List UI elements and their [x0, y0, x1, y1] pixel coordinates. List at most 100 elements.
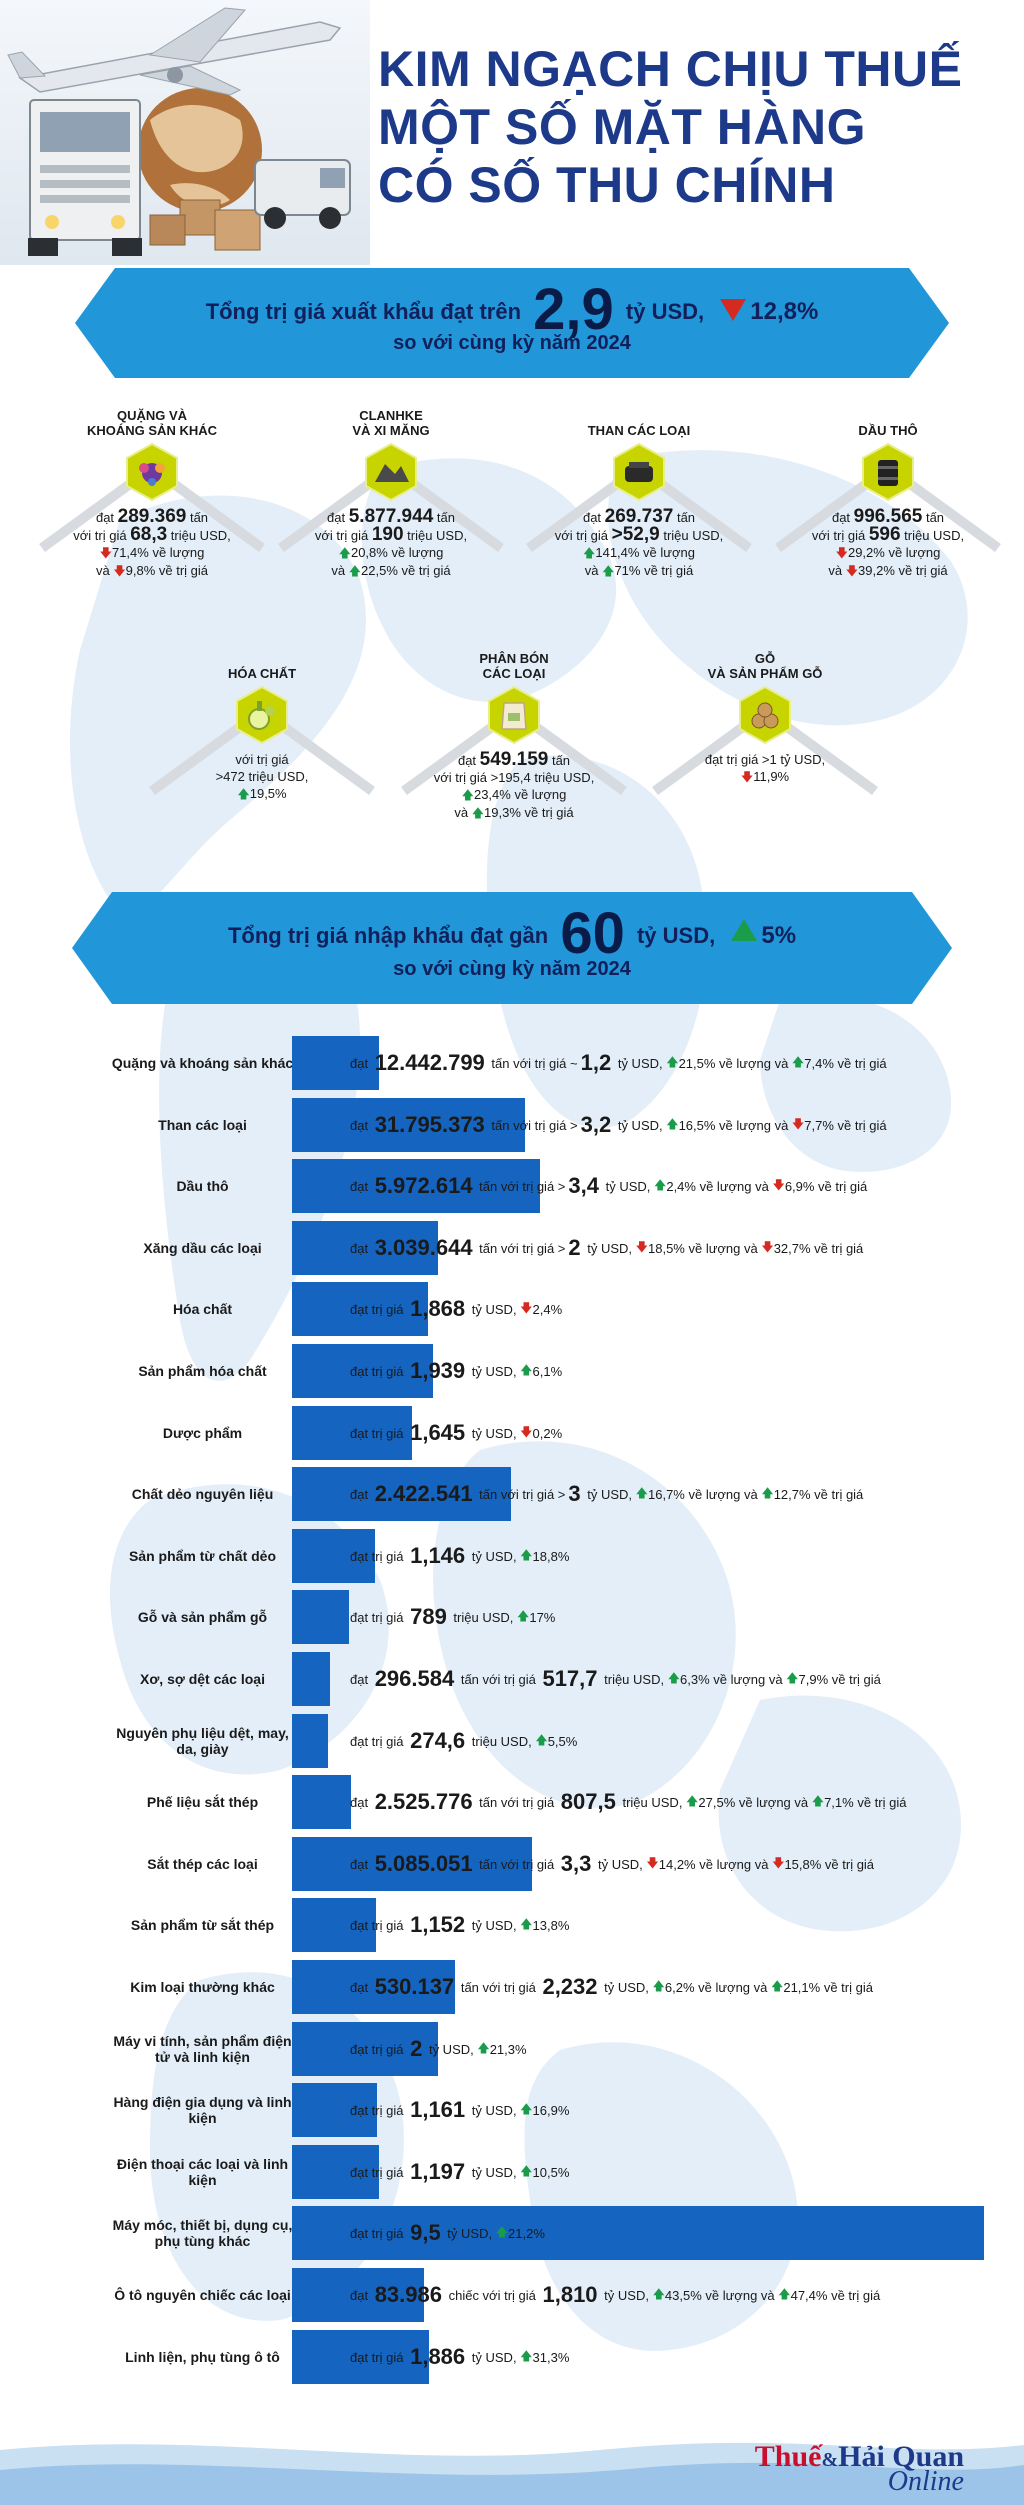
import-row: Sản phẩm từ chất dẻo đạt trị giá 1,146 tỷ… — [0, 1529, 1024, 1583]
up-arrow-icon: 🡅 — [654, 1177, 667, 1192]
import-row-text: đạt 5.085.051 tấn với trị giá 3,3 tỷ USD… — [350, 1851, 875, 1876]
export-item-title: KHOÁNG SẢN KHÁC — [87, 423, 217, 438]
fertilizer-icon — [394, 681, 634, 749]
oil-barrel-icon — [768, 438, 1008, 506]
import-row-text: đạt 3.039.644 tấn với trị giá >2 tỷ USD,… — [350, 1235, 864, 1260]
export-item-line: và 🡇9,8% về trị giá — [95, 563, 209, 578]
up-arrow-icon: 🡅 — [461, 788, 474, 802]
down-arrow-icon: 🡇 — [113, 564, 126, 578]
import-row-bar — [292, 1898, 376, 1952]
import-row-value: 517,7 — [542, 1666, 598, 1691]
export-item-line: 🡅20,8% về lượng — [338, 545, 444, 560]
import-row-label: Chất dẻo nguyên liệu — [131, 1486, 274, 1502]
export-item-title: THAN CÁC LOẠI — [587, 423, 691, 438]
import-row-value: 1,146 — [410, 1543, 466, 1568]
export-item-line: đạt 289.369 tấn — [95, 506, 209, 527]
page-title-line-3: CÓ SỐ THU CHÍNH — [378, 157, 836, 213]
import-row-value: 530.137 — [374, 1974, 455, 1999]
import-banner-value: 60 — [560, 901, 625, 966]
up-arrow-icon: 🡅 — [237, 787, 250, 801]
import-row-value: 3,2 — [580, 1112, 612, 1137]
import-row-text: đạt trị giá 2 tỷ USD, 🡅 21,3% — [350, 2036, 527, 2061]
export-item-line: đạt 549.159 tấn — [457, 749, 571, 770]
up-arrow-icon: 🡅 — [786, 1670, 799, 1685]
import-row-bar — [292, 2330, 429, 2384]
export-item: GỖ VÀ SẢN PHẨM GỖ đạt trị giá >1 tỷ USD, 🡇1… — [645, 635, 885, 796]
up-arrow-icon: 🡅 — [583, 546, 596, 560]
up-arrow-icon: 🡅 — [652, 2286, 665, 2301]
import-row-bar — [292, 2268, 424, 2322]
import-row-label: Sắt thép các loại — [147, 1856, 258, 1872]
import-row-bar — [292, 1590, 349, 1644]
airplane-icon — [7, 7, 342, 96]
import-row-value: 2 — [410, 2036, 423, 2061]
down-arrow-icon: 🡇 — [772, 1855, 785, 1870]
up-arrow-icon: 🡅 — [520, 1916, 533, 1931]
up-arrow-icon: 🡅 — [348, 564, 362, 578]
ore-icon — [32, 438, 272, 506]
up-arrow-icon: 🡅 — [520, 2163, 533, 2178]
import-banner-prefix: Tổng trị giá nhập khẩu đạt gần — [227, 923, 549, 948]
up-arrow-icon: 🡅 — [811, 1793, 825, 1808]
export-banner-unit: tỷ USD, — [625, 299, 705, 324]
import-row-text: đạt 5.972.614 tấn với trị giá >3,4 tỷ US… — [350, 1173, 868, 1198]
import-row-label: Hóa chất — [172, 1301, 233, 1317]
up-arrow-icon: 🡅 — [495, 2224, 509, 2239]
export-item-line: và 🡅22,5% về trị giá — [331, 563, 451, 578]
import-row-value: 1,868 — [410, 1296, 466, 1321]
export-item-line: 🡅23,4% về lượng — [461, 787, 567, 802]
import-row: Sản phẩm từ sắt thép đạt trị giá 1,152 tỷ… — [0, 1898, 1024, 1952]
import-row-value: 83.986 — [374, 2282, 442, 2307]
up-arrow-icon: 🡅 — [771, 1978, 784, 1993]
import-row-text: đạt 296.584 tấn với trị giá 517,7 triệu … — [350, 1666, 881, 1691]
export-banner-value: 2,9 — [533, 277, 614, 342]
import-row: Hóa chất đạt trị giá 1,868 tỷ USD, 🡇 2,4% — [0, 1282, 1024, 1336]
up-arrow-icon: 🡅 — [666, 1116, 679, 1131]
import-row-value: 3.039.644 — [374, 1235, 473, 1260]
import-row-label: Điện thoại các loại và linh kiện — [116, 2156, 289, 2188]
import-row: Máy vi tính, sản phẩm điện tử và linh ki… — [0, 2022, 1024, 2076]
import-row-label: Ô tô nguyên chiếc các loại — [114, 2287, 291, 2303]
logo-main-left: Thuế — [754, 2440, 822, 2473]
down-arrow-icon: 🡇 — [520, 1424, 533, 1439]
import-row-value: 1,939 — [410, 1358, 466, 1383]
page-title-line-1: KIM NGẠCH CHỊU THUẾ — [378, 41, 963, 97]
import-row-label: Nguyên phụ liệu dệt, may, da, giày — [116, 1725, 289, 1757]
import-row-bar — [292, 2022, 438, 2076]
up-arrow-icon: 🡅 — [520, 2101, 533, 2116]
import-banner-line2: so với cùng kỳ năm 2024 — [393, 958, 631, 980]
import-row-text: đạt 83.986 chiếc với trị giá 1,810 tỷ US… — [350, 2282, 881, 2307]
import-row: Quặng và khoáng sản khác đạt 12.442.799 t… — [0, 1036, 1024, 1090]
transport-illustration — [0, 0, 370, 265]
up-arrow-icon: 🡅 — [477, 2040, 490, 2055]
export-item-line: 🡅141,4% về lượng — [583, 545, 695, 560]
import-row-bar — [292, 2083, 377, 2137]
down-arrow-icon: 🡇 — [845, 564, 859, 578]
import-row-label: Quặng và khoáng sản khác — [111, 1055, 294, 1071]
export-item-title: CLANHKE — [359, 408, 423, 423]
export-item-value: 5.877.944 — [348, 506, 434, 527]
export-banner-prefix: Tổng trị giá xuất khẩu đạt trên — [205, 299, 522, 324]
import-row-bar — [292, 1837, 532, 1891]
import-row-label: Xăng dầu các loại — [143, 1240, 262, 1256]
import-row: Máy móc, thiết bị, dụng cụ, phụ tùng khá… — [0, 2206, 1024, 2260]
import-row: Kim loại thường khác đạt 530.137 tấn với … — [0, 1960, 1024, 2014]
import-row-bar — [292, 1098, 525, 1152]
import-row-bar — [292, 1406, 412, 1460]
import-row: Xơ, sợ dệt các loại đạt 296.584 tấn với t… — [0, 1652, 1024, 1706]
down-arrow-icon: 🡇 — [635, 1239, 648, 1254]
import-row-text: đạt 2.422.541 tấn với trị giá >3 tỷ USD,… — [350, 1481, 864, 1506]
export-item-title: PHÂN BÓN — [479, 651, 549, 666]
logo: Thuế&Hải Quan Online — [755, 2440, 964, 2498]
export-banner-change: 12,8% — [750, 298, 819, 325]
import-row-value: 2.422.541 — [374, 1481, 473, 1506]
export-item-title: DẦU THÔ — [858, 423, 918, 438]
import-row-label: Sản phẩm từ sắt thép — [130, 1917, 275, 1933]
import-row: Ô tô nguyên chiếc các loại đạt 83.986 chi… — [0, 2268, 1024, 2322]
down-arrow-icon: 🡇 — [761, 1239, 774, 1254]
increase-arrow-icon — [731, 919, 758, 941]
export-item-line: đạt 996.565 tấn — [831, 506, 945, 527]
import-row-value: 3,3 — [560, 1851, 592, 1876]
import-row-value: 12.442.799 — [374, 1050, 485, 1075]
logo-main-right: Hải Quan — [838, 2440, 964, 2473]
